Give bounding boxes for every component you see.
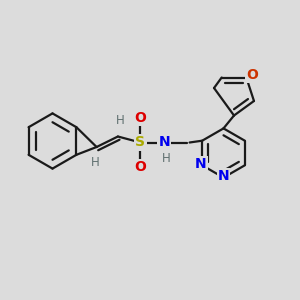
Text: H: H <box>116 114 125 128</box>
Text: N: N <box>195 157 207 171</box>
Text: N: N <box>218 169 229 183</box>
Text: S: S <box>135 136 146 149</box>
Text: O: O <box>246 68 258 82</box>
Text: H: H <box>161 152 170 165</box>
Text: N: N <box>159 136 170 149</box>
Text: O: O <box>134 160 146 174</box>
Text: H: H <box>91 156 100 169</box>
Text: O: O <box>134 111 146 124</box>
